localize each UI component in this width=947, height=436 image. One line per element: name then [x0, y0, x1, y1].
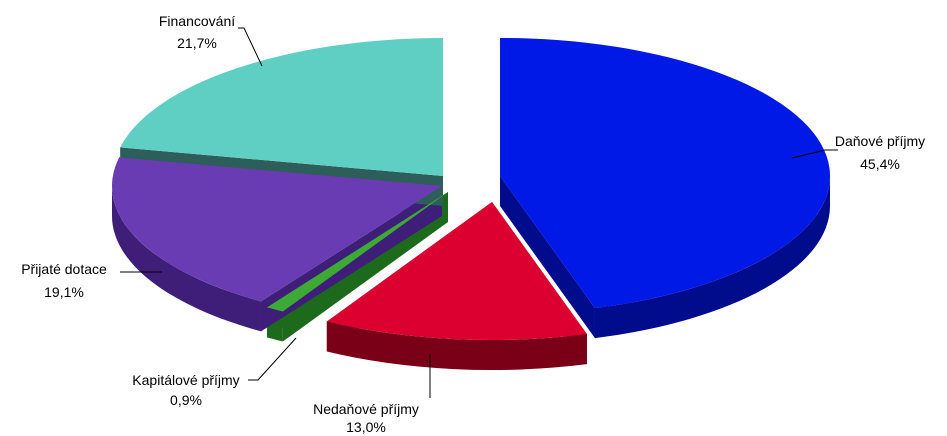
slice-side-danove — [594, 176, 830, 339]
slice-label-financovani: Financování 21,7% — [159, 13, 235, 51]
slice-label-name: Kapitálové příjmy — [132, 372, 239, 388]
slice-side-nedanove — [326, 321, 587, 370]
leader-line-danove — [791, 149, 838, 159]
leader-line-kapitalove — [248, 337, 297, 381]
slice-label-dotace: Přijaté dotace 19,1% — [21, 261, 107, 300]
slice-dotace — [111, 157, 442, 302]
slice-value-label: 13,0% — [346, 419, 386, 435]
slice-label-nedanove: Nedaňové příjmy 13,0% — [313, 401, 419, 435]
slice-value-label: 0,9% — [170, 392, 202, 408]
slice-value-label: 19,1% — [44, 284, 84, 300]
slice-kapitalove — [266, 192, 448, 312]
slice-value-label: 21,7% — [177, 35, 217, 51]
slice-nedanove — [326, 202, 587, 340]
pie-tops — [111, 38, 831, 340]
slice-label-name: Financování — [159, 13, 235, 29]
slice-label-name: Nedaňové příjmy — [313, 401, 419, 417]
leader-lines — [120, 27, 838, 398]
slice-label-name: Přijaté dotace — [21, 261, 107, 277]
slice-label-danove: Daňové příjmy 45,4% — [835, 133, 925, 172]
leader-line-financovani — [238, 27, 263, 67]
slice-financovani — [120, 38, 443, 176]
slice-value-label: 45,4% — [860, 156, 900, 172]
slice-edge-danove — [500, 176, 595, 339]
slice-label-kapitalove: Kapitálové příjmy 0,9% — [132, 372, 239, 408]
slice-label-name: Daňové příjmy — [835, 133, 925, 149]
slice-danove — [500, 38, 831, 309]
slice-side-dotace — [111, 186, 261, 332]
